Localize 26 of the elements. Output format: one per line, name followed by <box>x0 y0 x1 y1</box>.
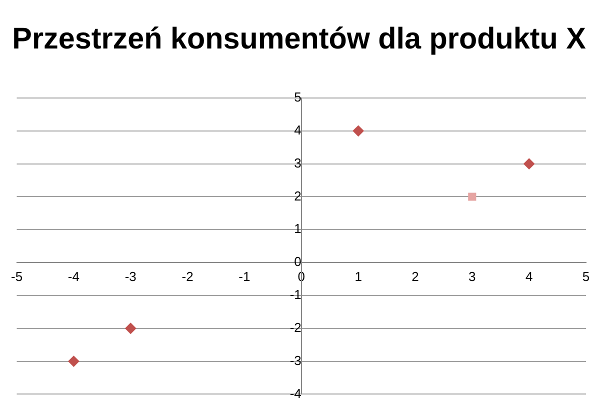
point <box>68 356 80 367</box>
chart-title: Przestrzeń konsumentów dla produktu X <box>12 22 586 56</box>
y-tick-label: -1 <box>290 287 302 302</box>
x-tick-label: 2 <box>412 268 419 284</box>
y-tick-label: 2 <box>294 188 302 204</box>
x-tick-label: -5 <box>11 268 23 284</box>
y-tick-label: 4 <box>294 122 302 138</box>
point <box>352 125 364 136</box>
y-tick-label: 5 <box>294 90 302 105</box>
x-tick-label: -2 <box>182 268 194 284</box>
point <box>125 322 136 334</box>
x-tick-label: 5 <box>582 268 590 284</box>
y-tick-label: 3 <box>294 155 302 170</box>
x-tick-label: 4 <box>525 268 533 284</box>
y-tick-label: -2 <box>290 320 302 335</box>
point <box>468 192 476 201</box>
x-tick-label: 1 <box>354 268 362 284</box>
y-tick-label: 1 <box>294 221 302 236</box>
x-tick-label: 3 <box>468 268 476 284</box>
point <box>524 158 535 170</box>
x-tick-label: -1 <box>238 268 250 284</box>
y-tick-label: -4 <box>290 386 302 401</box>
y-tick-label: -3 <box>290 352 302 368</box>
x-tick-label: -4 <box>68 268 80 284</box>
y-tick-label: 0 <box>294 254 302 270</box>
x-tick-label: -3 <box>124 268 136 284</box>
